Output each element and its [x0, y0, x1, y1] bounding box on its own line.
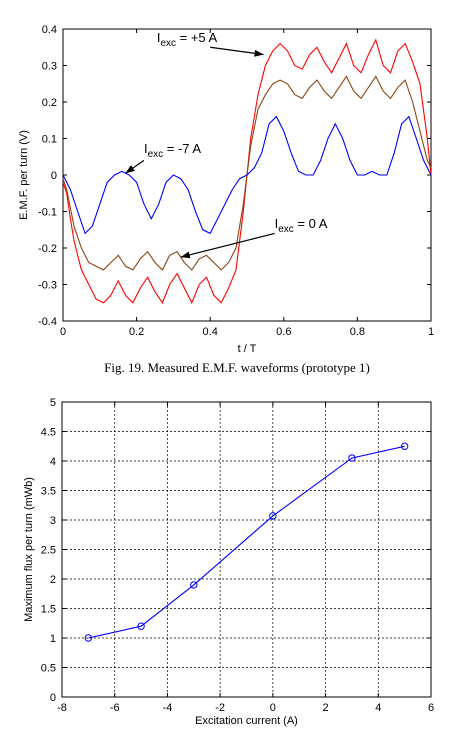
y-tick-label: 0.5 [41, 663, 56, 675]
y-tick-label: 3 [50, 515, 56, 527]
x-tick-label: 0 [270, 702, 276, 714]
x-tick-label: 4 [375, 702, 381, 714]
series-line-2 [62, 115, 432, 235]
series-label-text: Iexc = +5 A [157, 30, 218, 49]
x-tick-label: 0 [60, 326, 66, 338]
x-axis-label: Excitation current (A) [195, 715, 298, 727]
data-point [400, 442, 409, 450]
y-tick-label: 0 [51, 170, 57, 182]
x-tick-label: -6 [110, 702, 120, 714]
series-label-text: Iexc = 0 A [275, 216, 328, 235]
x-axis-label: t / T [238, 343, 257, 355]
data-point [348, 454, 356, 462]
figure-caption: Fig. 19. Measured E.M.F. waveforms (prot… [104, 360, 370, 375]
x-tick-label: 2 [323, 702, 329, 714]
y-tick-label: 4.5 [41, 427, 56, 439]
y-tick-label: 3.5 [41, 486, 56, 498]
data-point [84, 634, 93, 642]
y-tick-label: 0.4 [42, 24, 57, 36]
y-tick-label: 5 [50, 397, 56, 409]
x-tick-label: -4 [163, 702, 173, 714]
x-tick-label: -2 [215, 702, 225, 714]
y-tick-label: 0.1 [42, 134, 57, 146]
y-tick-label: -0.3 [38, 280, 57, 292]
emf-waveform-chart: 0 0.2 0.4 0.6 0.8 1 -0.4 -0.3 -0.2 -0.1 0 0.1 0.2 0.3… [18, 24, 434, 355]
label-plus5: Iexc = +5 A [157, 30, 264, 57]
annotation-arrow-head [180, 251, 191, 259]
x-tick-label: 0.8 [350, 326, 365, 338]
series-line-0 [62, 38, 432, 305]
x-tick-label: 1 [428, 326, 434, 338]
x-tick-label: 6 [428, 702, 434, 714]
flux-vs-current-chart: -8 -6 -4 -2 0 2 4 6 0 0.5 1 1.5 2 2.5 3 3.5 4 4.5 5 Excitat… [23, 397, 434, 727]
x-tick-label: 0.4 [203, 326, 218, 338]
y-tick-label: -0.1 [38, 207, 57, 219]
data-point [137, 622, 145, 630]
annotation-arrow-head [254, 49, 264, 57]
y-tick-label: -0.2 [38, 243, 57, 255]
y-tick-label: 1.5 [41, 604, 56, 616]
annotation-arrow-head [125, 165, 135, 174]
y-tick-label: -0.4 [38, 316, 57, 328]
data-point [269, 512, 277, 520]
label-minus7: Iexc = -7 A [125, 141, 201, 174]
y-tick-label: 1 [50, 633, 56, 645]
label-zero: Iexc = 0 A [180, 216, 328, 259]
annotation-arrow-line [180, 232, 275, 258]
x-tick-label: 0.6 [276, 326, 291, 338]
y-tick-label: 4 [50, 456, 56, 468]
y-tick-label: 2.5 [41, 545, 56, 557]
y-axis-label: Maximum flux per turn (mWb) [23, 477, 35, 622]
x-tick-label: -8 [57, 702, 67, 714]
y-tick-label: 2 [50, 574, 56, 586]
series-label-text: Iexc = -7 A [144, 141, 201, 160]
y-tick-label: 0 [50, 692, 56, 704]
y-tick-label: 0.2 [42, 97, 57, 109]
series-line-0 [88, 445, 405, 639]
data-point [190, 581, 198, 589]
y-tick-label: 0.3 [42, 61, 57, 73]
x-tick-label: 0.2 [129, 326, 144, 338]
y-axis-label: E.M.F. per turn (V) [18, 130, 30, 220]
